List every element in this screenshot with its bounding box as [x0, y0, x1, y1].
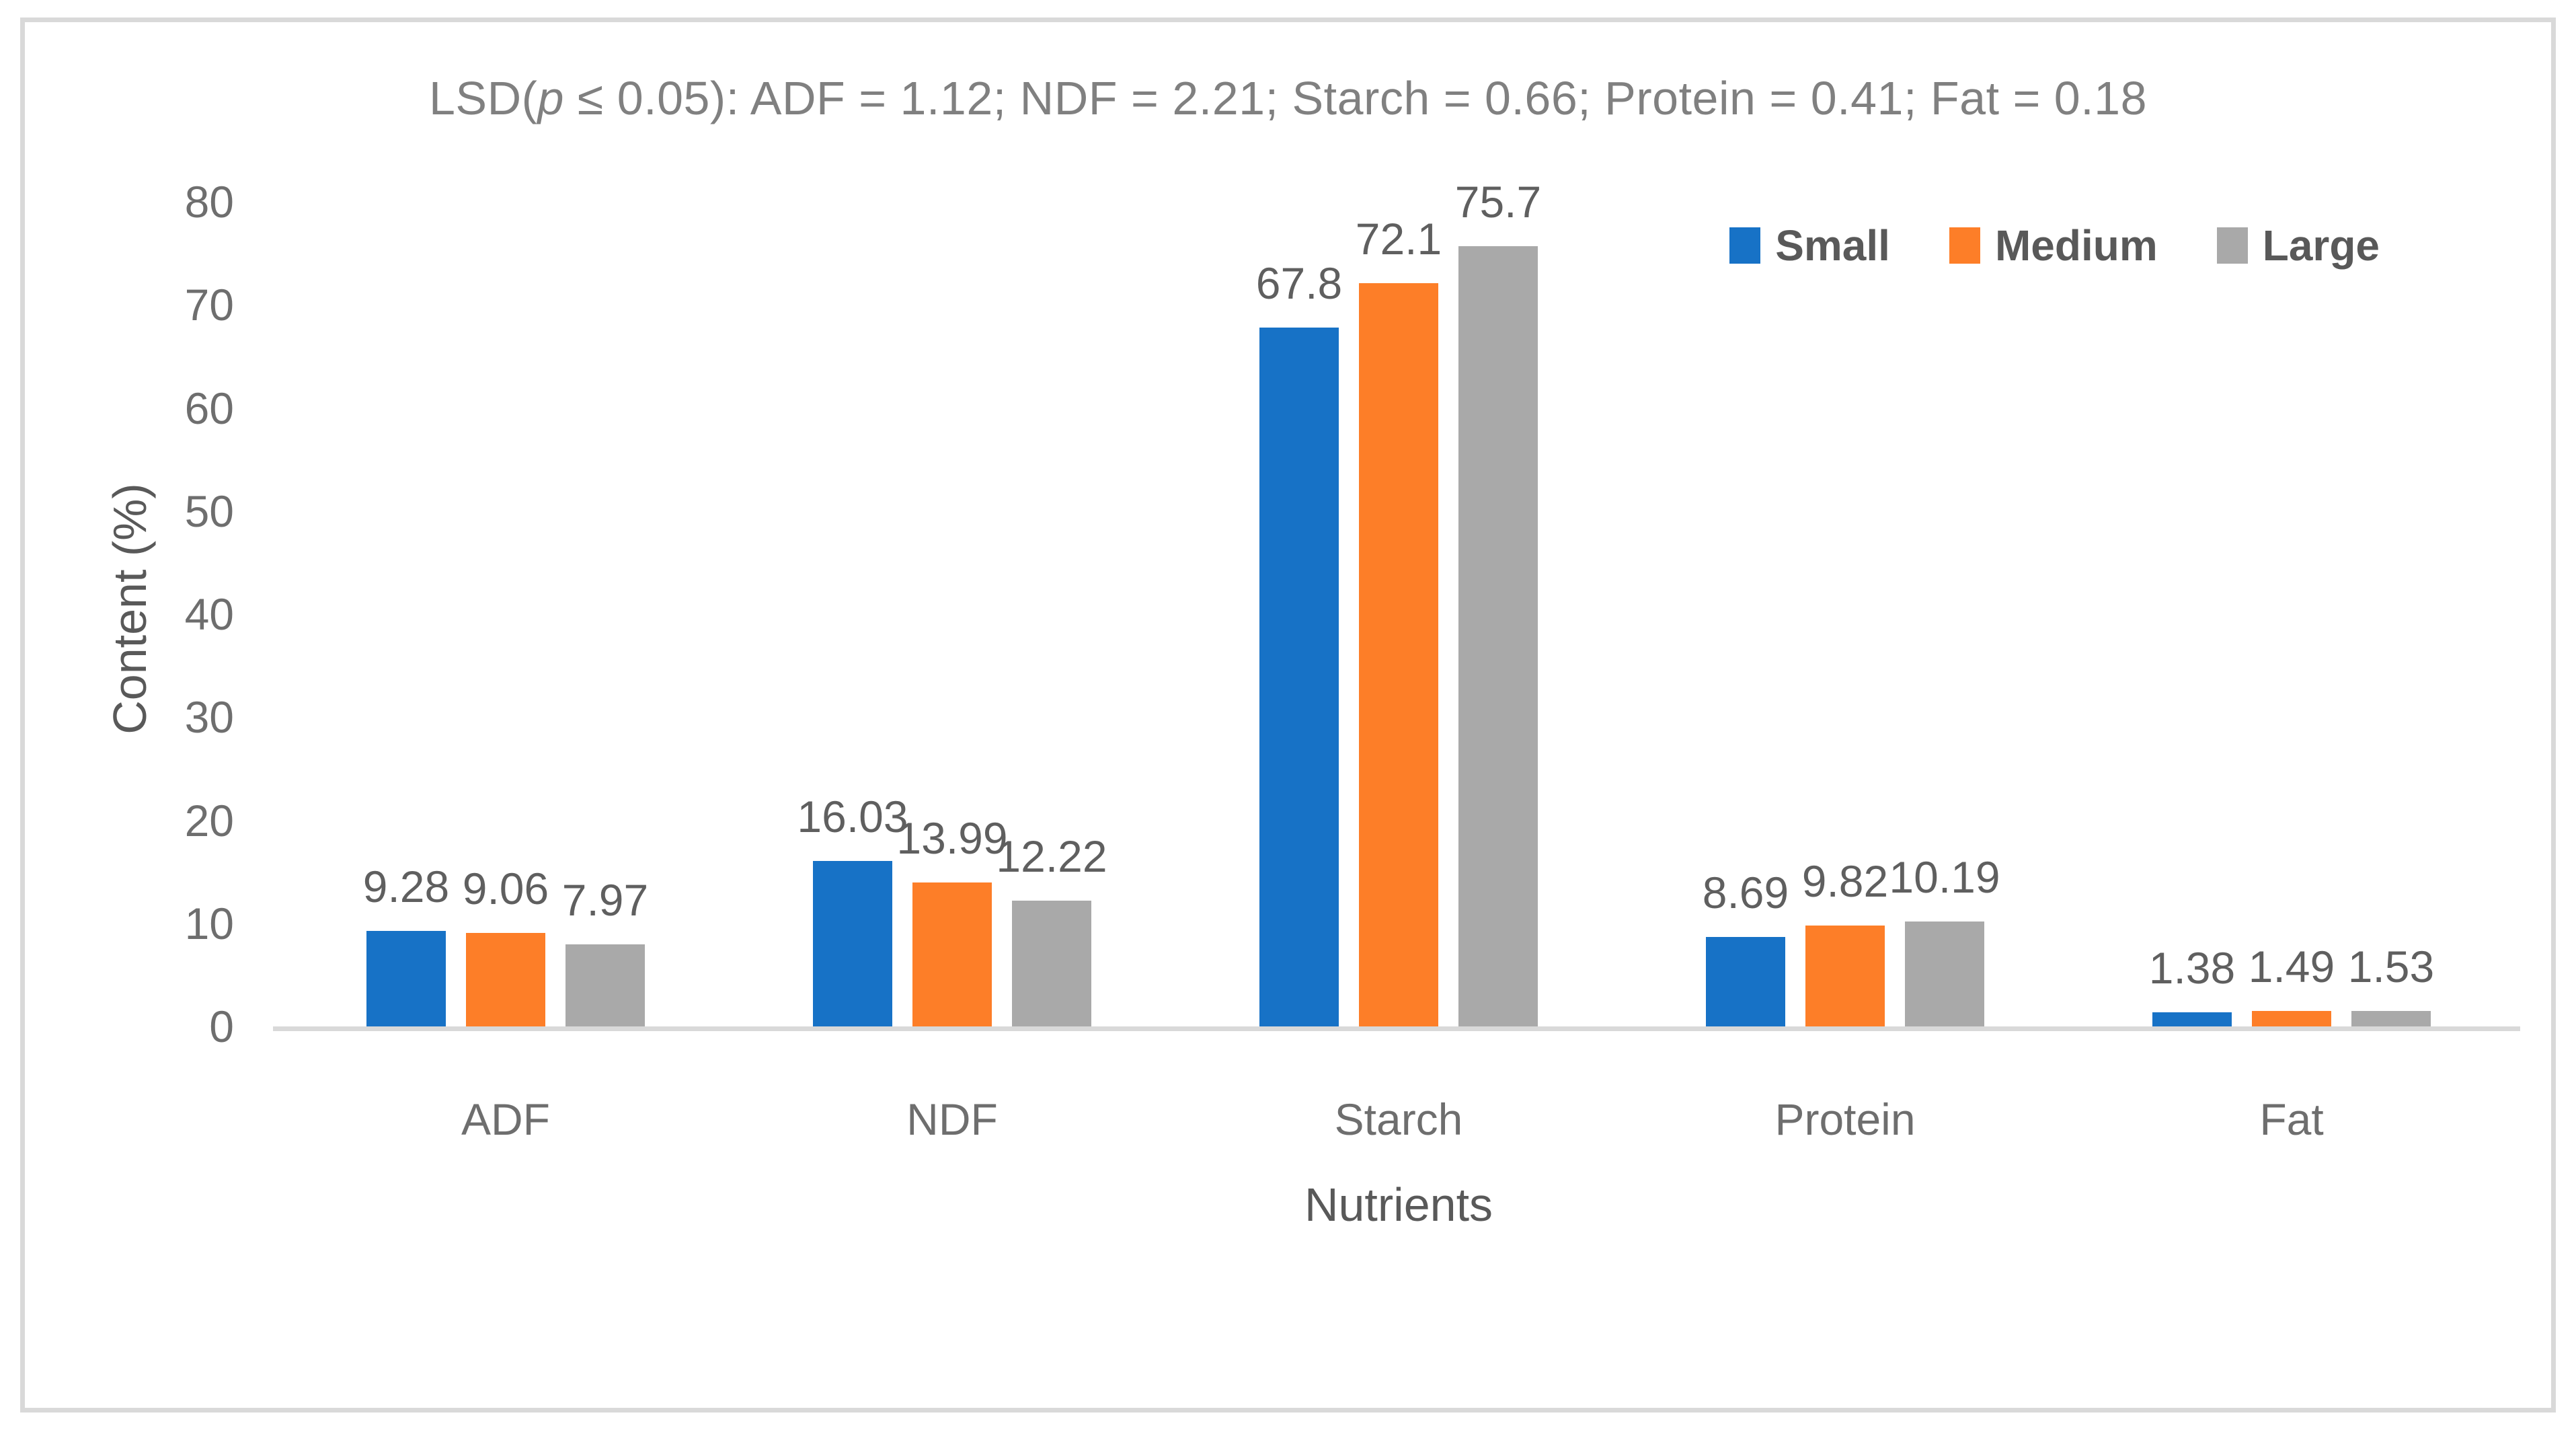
x-axis-category-label-adf: ADF: [461, 1094, 550, 1144]
legend-swatch-small-icon: [1729, 227, 1761, 264]
chart-title-prefix: LSD(: [428, 72, 538, 124]
bar-large-protein: [1905, 921, 1984, 1026]
legend: Small Medium Large: [1729, 221, 2380, 270]
chart-title: LSD(p ≤ 0.05): ADF = 1.12; NDF = 2.21; S…: [0, 71, 2576, 125]
y-axis-tick-label: 50: [184, 486, 234, 536]
data-label-small-fat: 1.38: [2148, 942, 2236, 993]
bar-small-protein: [1706, 936, 1785, 1026]
legend-label-small: Small: [1775, 221, 1890, 270]
data-label-small-protein: 8.69: [1702, 867, 1789, 917]
x-axis-category-label-ndf: NDF: [906, 1094, 998, 1144]
data-label-large-starch: 75.7: [1454, 176, 1542, 227]
x-axis-category-label-fat: Fat: [2259, 1094, 2324, 1144]
x-axis-category-label-starch: Starch: [1334, 1094, 1463, 1144]
y-axis-tick-label: 80: [184, 177, 234, 227]
y-axis-tick-label: 10: [184, 898, 234, 948]
data-label-medium-fat: 1.49: [2248, 942, 2335, 992]
bar-large-adf: [565, 944, 645, 1026]
plot-area: Nutrients ADF 9.28 9.06 7.97 NDF 16.03 13.99 12…: [273, 177, 2520, 1231]
data-label-large-ndf: 12.22: [996, 831, 1107, 881]
bar-small-ndf: [813, 861, 892, 1026]
legend-item-medium: Medium: [1949, 221, 2158, 270]
data-label-large-protein: 10.19: [1889, 852, 2000, 902]
x-axis-line: [273, 1026, 2520, 1031]
data-label-large-adf: 7.97: [561, 874, 649, 925]
legend-item-small: Small: [1729, 221, 1890, 270]
data-label-medium-adf: 9.06: [462, 864, 549, 914]
y-axis-tick-label: 40: [184, 589, 234, 639]
data-label-small-adf: 9.28: [362, 861, 450, 911]
y-axis-tick-label: 70: [184, 280, 234, 330]
bar-medium-adf: [466, 933, 545, 1026]
y-axis-tick-label: 20: [184, 795, 234, 845]
bar-large-ndf: [1012, 900, 1091, 1026]
bar-medium-starch: [1359, 283, 1438, 1026]
x-axis-title: Nutrients: [1304, 1178, 1493, 1231]
data-label-large-fat: 1.53: [2347, 941, 2435, 991]
bar-small-fat: [2152, 1012, 2232, 1026]
data-label-small-starch: 67.8: [1255, 258, 1343, 308]
data-label-medium-ndf: 13.99: [896, 813, 1008, 863]
y-axis-tick-label: 60: [184, 383, 234, 433]
y-axis-tick-label: 0: [209, 1002, 234, 1051]
chart-title-p: p: [537, 72, 564, 124]
bar-small-adf: [366, 930, 446, 1026]
bar-large-starch: [1458, 246, 1538, 1026]
y-axis-tick-label: 30: [184, 692, 234, 743]
chart-title-suffix: ≤ 0.05): ADF = 1.12; NDF = 2.21; Starch …: [563, 72, 2148, 124]
data-label-small-ndf: 16.03: [797, 792, 908, 842]
legend-item-large: Large: [2216, 221, 2380, 270]
legend-label-medium: Medium: [1994, 221, 2158, 270]
bar-medium-fat: [2252, 1011, 2331, 1026]
data-label-medium-protein: 9.82: [1801, 856, 1889, 906]
data-label-medium-starch: 72.1: [1355, 214, 1442, 264]
bar-medium-ndf: [912, 882, 992, 1026]
legend-swatch-large-icon: [2216, 227, 2248, 264]
bar-medium-protein: [1805, 925, 1885, 1026]
bar-small-starch: [1259, 327, 1339, 1026]
y-axis-tick-labels: 0 10 20 30 40 50 60 70 80: [47, 177, 234, 1051]
legend-label-large: Large: [2262, 221, 2380, 270]
x-axis-category-label-protein: Protein: [1774, 1094, 1916, 1144]
bar-large-fat: [2351, 1010, 2431, 1026]
legend-swatch-medium-icon: [1949, 227, 1980, 264]
